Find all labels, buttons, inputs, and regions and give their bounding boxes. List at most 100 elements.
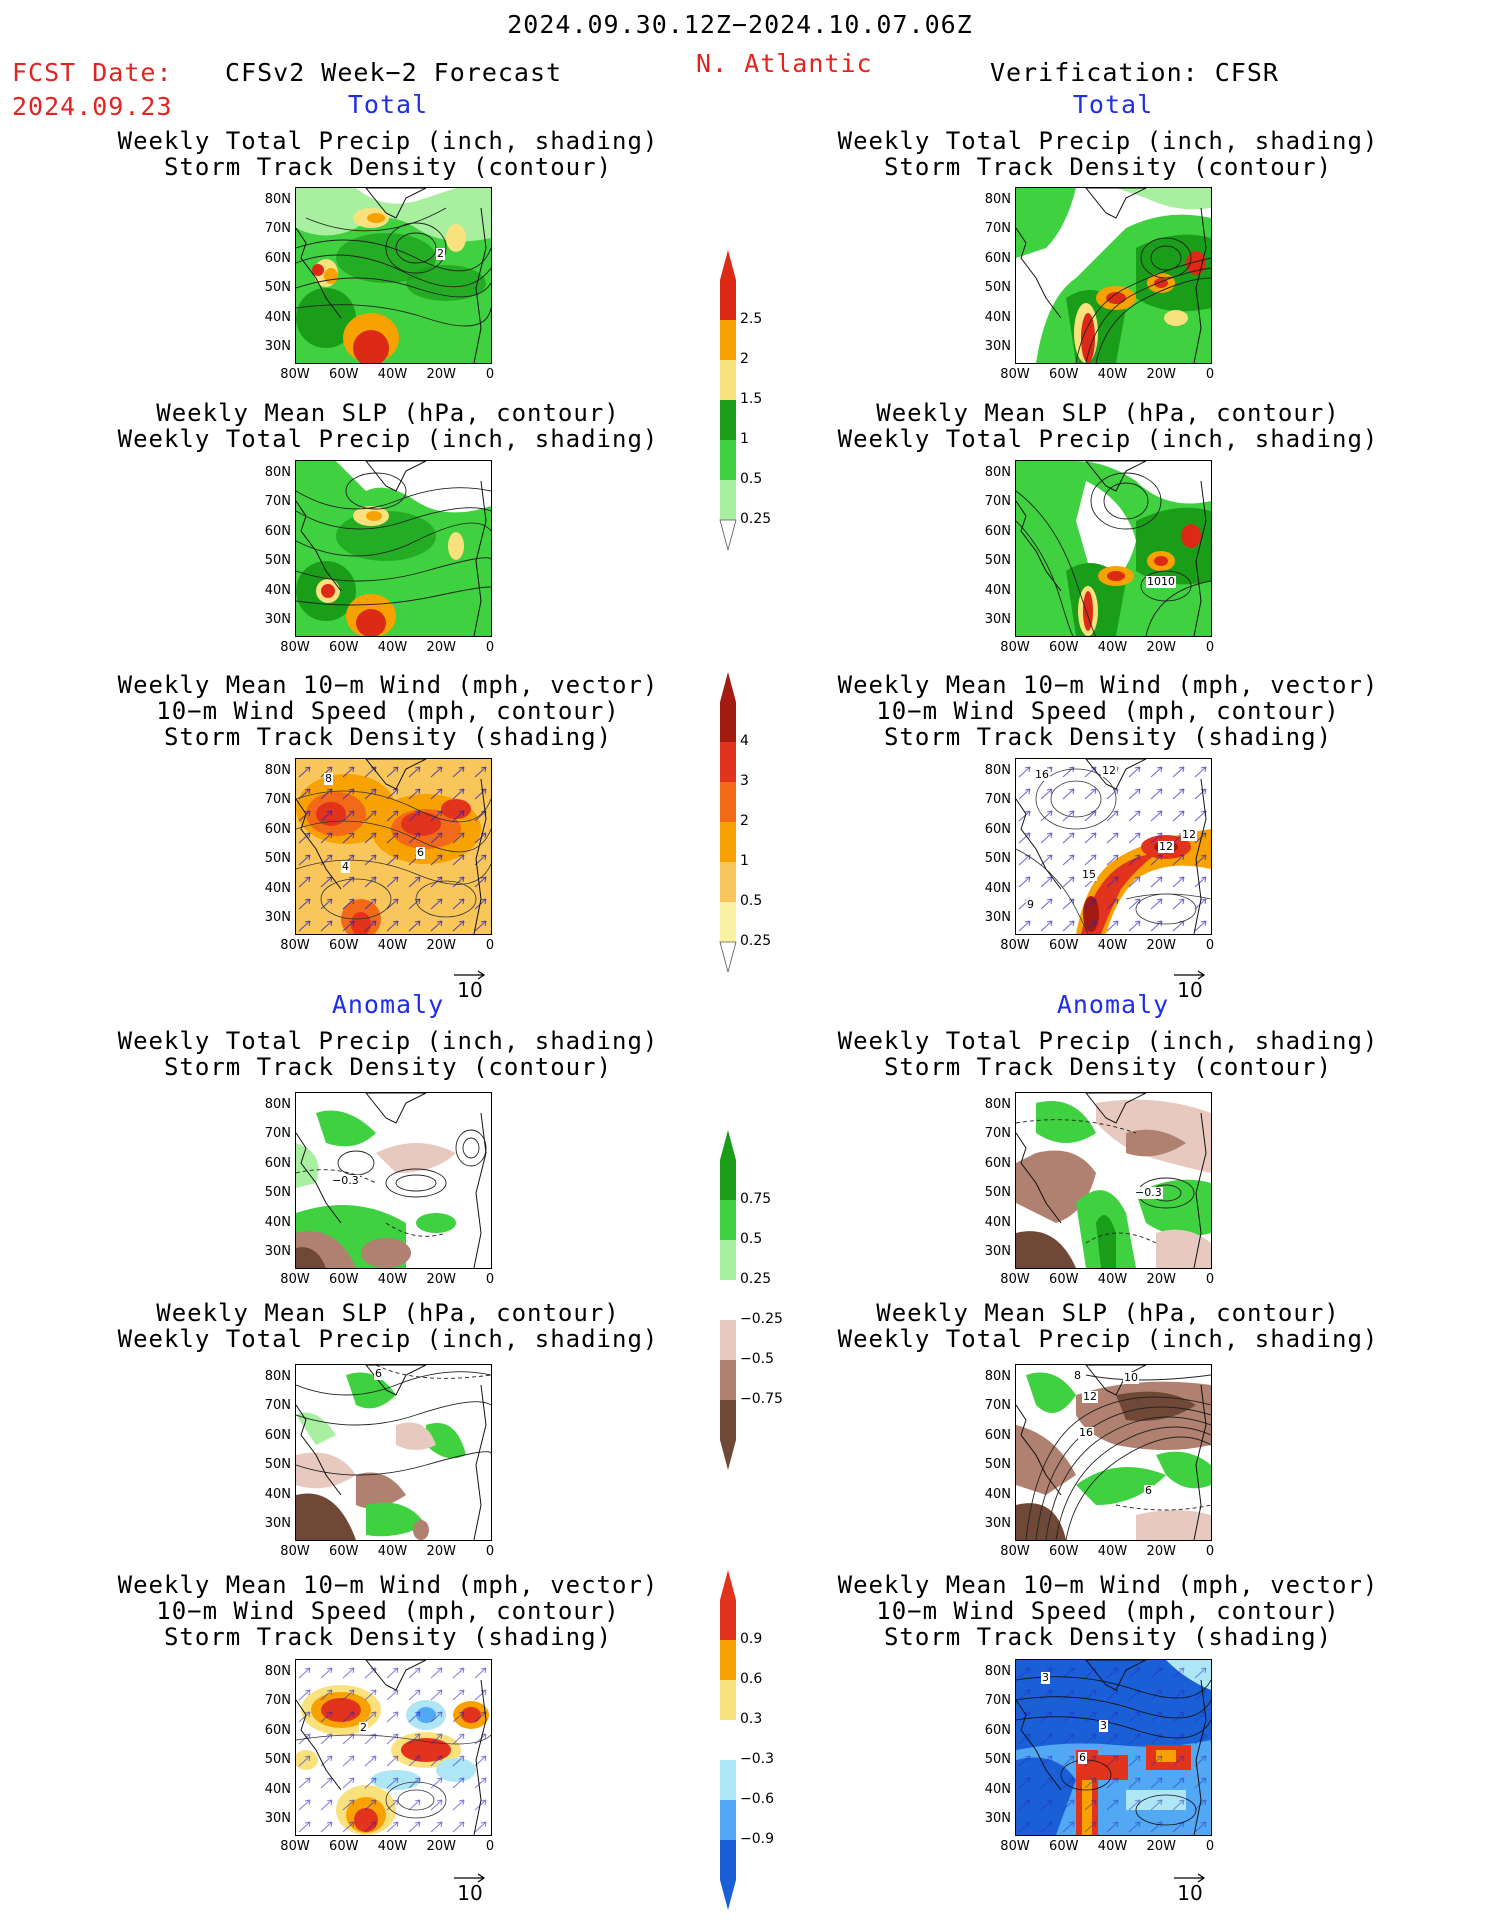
lat-tick-label: 50N (984, 851, 1011, 867)
lon-tick-label: 20W (426, 367, 456, 382)
title-r6-right: Weekly Mean 10−m Wind (mph, vector) 10−m … (837, 1571, 1379, 1651)
colorbar-segment (720, 1160, 736, 1200)
colorbar-segment (720, 1360, 736, 1400)
lon-tick-label: 0 (485, 367, 495, 382)
contour-label: 10 (1123, 1371, 1139, 1384)
colorbar-top-triangle (720, 1130, 736, 1160)
anomaly-label-left: Anomaly (331, 990, 445, 1019)
lat-tick-label: 70N (264, 792, 291, 808)
lon-tick-label: 0 (1205, 1544, 1215, 1559)
colorbar-segment (720, 1240, 736, 1280)
lon-tick-label: 80W (280, 1272, 310, 1287)
lat-tick-label: 40N (984, 880, 1011, 896)
lon-tick-label: 40W (377, 1272, 408, 1287)
lon-tick-label: 80W (1000, 640, 1030, 655)
contour-label: 4 (341, 860, 350, 873)
lat-tick-label: 30N (984, 1516, 1011, 1531)
lat-tick-label: 30N (984, 910, 1011, 925)
colorbar-segment (720, 1320, 736, 1360)
colorbar-segment (720, 1640, 736, 1680)
total-label-right: Total (1072, 90, 1154, 119)
lon-tick-label: 40W (1097, 1839, 1128, 1854)
lon-tick-label: 80W (1000, 367, 1030, 382)
contour-label: 15 (1081, 868, 1097, 881)
contour-label: 8 (1073, 1369, 1082, 1382)
lon-tick-label: 0 (485, 938, 495, 953)
lon-tick-label: 40W (1097, 938, 1128, 953)
lon-tick-label: 60W (1049, 1272, 1079, 1287)
lon-tick-label: 60W (329, 1544, 359, 1559)
lon-tick-label: 0 (485, 640, 495, 655)
lon-tick-label: 20W (426, 1272, 456, 1287)
lat-tick-label: 40N (984, 309, 1011, 325)
vector-arrow-icon (1174, 970, 1206, 980)
colorbar-segment (720, 1600, 736, 1640)
vector-arrow-icon (454, 970, 486, 980)
lat-tick-label: 80N (264, 763, 291, 778)
lon-tick-label: 40W (377, 640, 408, 655)
lon-tick-label: 0 (1205, 1272, 1215, 1287)
vector-arrow-icon (1174, 1873, 1206, 1883)
contour-label: 12 (1158, 840, 1174, 853)
colorbar-label: −0.3 (740, 1751, 774, 1767)
contour-label: 8 (324, 772, 333, 785)
contour-label: 6 (416, 846, 425, 859)
lat-tick-label: 70N (264, 1398, 291, 1414)
title-r4-right: Weekly Total Precip (inch, shading) Storm… (837, 1027, 1379, 1081)
lat-tick-label: 80N (264, 1664, 291, 1679)
colorbar-label: 0.5 (740, 1231, 763, 1247)
colorbar-segment (720, 1760, 736, 1800)
period-title: 2024.09.30.12Z−2024.10.07.06Z (507, 10, 973, 39)
lon-tick-label: 80W (1000, 1544, 1030, 1559)
lat-tick-label: 60N (984, 1722, 1011, 1738)
colorbar-segment (720, 440, 736, 480)
colorbar-bottom-triangle (719, 941, 737, 972)
lat-tick-label: 30N (984, 1811, 1011, 1826)
lon-tick-label: 80W (280, 1839, 310, 1854)
lat-tick-label: 80N (984, 1369, 1011, 1384)
lat-tick-label: 30N (264, 339, 291, 354)
map-r1-right (1015, 187, 1212, 364)
colorbar-bottom-triangle (720, 1880, 736, 1910)
contour-label: 3 (1099, 1719, 1108, 1732)
colorbar-label: 0.3 (740, 1711, 763, 1727)
colorbar-label: −0.5 (740, 1351, 774, 1367)
lat-tick-label: 60N (264, 1427, 291, 1443)
title-r5-right: Weekly Mean SLP (hPa, contour) Weekly Tot… (837, 1299, 1379, 1353)
contour-label: 1010 (1146, 575, 1176, 588)
colorbar-label: −0.25 (740, 1311, 783, 1327)
map-r5-left: 6 (295, 1364, 492, 1541)
colorbar-segment (720, 1680, 736, 1720)
colorbar-label: 4 (740, 733, 749, 749)
lat-tick-label: 70N (264, 494, 291, 510)
colorbar-label: 2 (740, 813, 749, 829)
lon-tick-label: 0 (485, 1544, 495, 1559)
lon-tick-label: 20W (426, 640, 456, 655)
colorbar-label: 2.5 (740, 311, 763, 327)
colorbar-label: 0.25 (740, 933, 772, 949)
lat-tick-label: 30N (264, 1516, 291, 1531)
contour-label: 6 (1078, 1751, 1087, 1764)
lat-tick-label: 50N (984, 280, 1011, 296)
lon-tick-label: 0 (1205, 938, 1215, 953)
lon-tick-label: 20W (1146, 938, 1176, 953)
colorbar-label: −0.75 (740, 1391, 783, 1407)
contour-label: 12 (1181, 828, 1197, 841)
colorbar-segment (720, 742, 736, 782)
lat-tick-label: 70N (984, 1398, 1011, 1414)
model-title: CFSv2 Week−2 Forecast (225, 58, 563, 87)
vector-ref-value: 10 (457, 978, 483, 1002)
colorbar-segment (720, 1840, 736, 1880)
colorbar-segment (720, 1720, 736, 1760)
map-r4-right: −0.3 (1015, 1092, 1212, 1269)
colorbar-top-triangle (720, 1570, 736, 1600)
vector-ref-value: 10 (457, 1881, 483, 1905)
colorbar-label: 1 (740, 853, 749, 869)
title-r6-left: Weekly Mean 10−m Wind (mph, vector) 10−m … (117, 1571, 659, 1651)
lat-tick-label: 50N (984, 1185, 1011, 1201)
lat-tick-label: 40N (264, 1486, 291, 1502)
lat-tick-label: 40N (984, 1486, 1011, 1502)
lat-tick-label: 30N (984, 1244, 1011, 1259)
colorbar-label: 3 (740, 773, 749, 789)
lat-tick-label: 40N (984, 1214, 1011, 1230)
